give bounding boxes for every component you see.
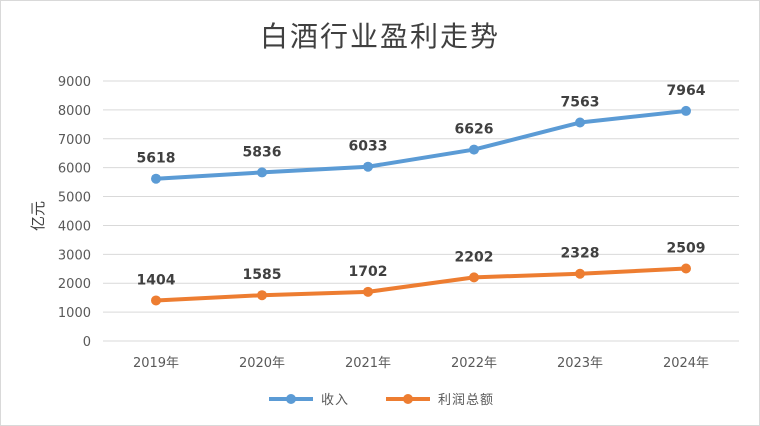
data-point xyxy=(363,161,373,172)
y-tick-label: 7000 xyxy=(58,133,91,148)
data-label: 2202 xyxy=(455,249,494,265)
chart-title: 白酒行业盈利走势 xyxy=(259,20,500,53)
legend-item: 收入 xyxy=(269,393,349,408)
data-label: 6626 xyxy=(455,122,494,138)
y-tick-label: 1000 xyxy=(58,306,91,321)
y-tick-label: 3000 xyxy=(58,248,91,263)
data-label: 2328 xyxy=(561,246,600,262)
y-tick-label: 6000 xyxy=(58,162,91,177)
series-group: 5618 5836 6033 6626 7563 7964 1404 1585 1702 2202… xyxy=(137,83,706,306)
x-tick-label: 2019年 xyxy=(133,356,179,371)
y-tick-label: 4000 xyxy=(58,219,91,234)
data-label: 2509 xyxy=(667,241,706,257)
x-axis-ticks: 2019年 2020年 2021年 2022年 2023年 2024年 xyxy=(133,356,709,371)
data-point xyxy=(575,268,585,279)
series-line xyxy=(154,266,688,303)
data-label: 1585 xyxy=(243,267,282,283)
y-tick-label: 8000 xyxy=(58,104,91,119)
legend-marker xyxy=(403,394,413,404)
series-line xyxy=(154,108,688,181)
legend-item: 利润总额 xyxy=(386,393,494,408)
x-tick-label: 2022年 xyxy=(451,356,497,371)
data-label: 7964 xyxy=(667,83,706,99)
data-label: 5618 xyxy=(137,151,176,167)
data-point xyxy=(257,167,267,178)
x-tick-label: 2023年 xyxy=(557,356,603,371)
gridlines xyxy=(103,80,739,342)
data-label: 5836 xyxy=(243,144,282,160)
data-point xyxy=(363,286,373,297)
y-axis-label: 亿元 xyxy=(29,201,47,231)
data-label: 1404 xyxy=(137,272,176,288)
y-tick-label: 2000 xyxy=(58,277,91,292)
data-label: 7563 xyxy=(561,95,600,111)
y-tick-label: 0 xyxy=(83,335,91,350)
data-point xyxy=(681,105,691,116)
data-label: 6033 xyxy=(349,139,388,155)
legend-marker xyxy=(286,394,296,404)
y-tick-label: 5000 xyxy=(58,191,91,206)
series-revenue: 5618 5836 6033 6626 7563 7964 xyxy=(137,83,706,184)
x-tick-label: 2020年 xyxy=(239,356,285,371)
y-tick-label: 9000 xyxy=(58,75,91,90)
legend-label: 利润总额 xyxy=(438,393,494,408)
x-tick-label: 2021年 xyxy=(345,356,391,371)
data-point xyxy=(469,144,479,155)
series-profit: 1404 1585 1702 2202 2328 2509 xyxy=(137,241,706,306)
legend-label: 收入 xyxy=(321,393,349,408)
x-tick-label: 2024年 xyxy=(663,356,709,371)
data-point xyxy=(151,295,161,306)
data-point xyxy=(151,173,161,184)
legend: 收入 利润总额 xyxy=(269,393,494,408)
data-point xyxy=(575,117,585,128)
data-point xyxy=(469,272,479,283)
data-point xyxy=(681,263,691,274)
data-point xyxy=(257,290,267,301)
y-axis-ticks: 0 1000 2000 3000 4000 5000 6000 7000 8000 9000 xyxy=(58,75,91,350)
data-label: 1702 xyxy=(349,264,388,280)
